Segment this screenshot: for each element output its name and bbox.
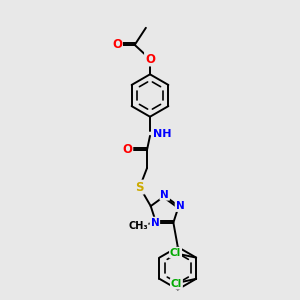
Text: N: N	[176, 201, 184, 211]
Text: Cl: Cl	[170, 248, 181, 258]
Text: CH₃: CH₃	[128, 220, 148, 230]
Text: O: O	[112, 38, 122, 51]
Text: O: O	[122, 143, 132, 156]
Text: Cl: Cl	[171, 279, 182, 289]
Text: NH: NH	[153, 129, 171, 139]
Text: N: N	[160, 190, 169, 200]
Text: N: N	[151, 218, 159, 228]
Text: O: O	[145, 52, 155, 65]
Text: S: S	[135, 181, 144, 194]
